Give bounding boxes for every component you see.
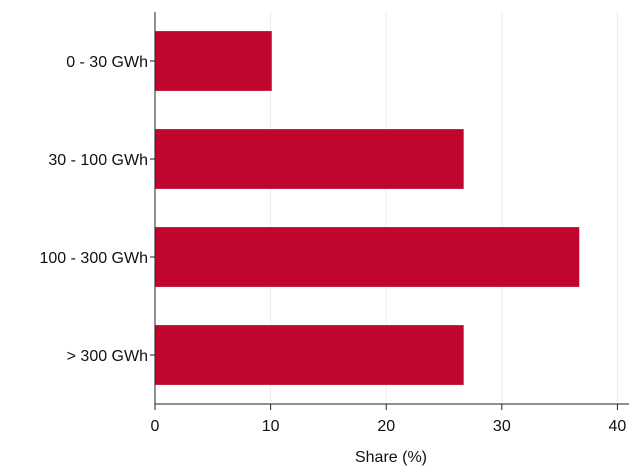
bar-1 xyxy=(155,129,464,189)
x-tick-label-10: 10 xyxy=(262,418,280,435)
category-labels: 0 - 30 GWh 30 - 100 GWh 100 - 300 GWh > 300… xyxy=(40,54,149,365)
x-tick-label-30: 30 xyxy=(493,418,511,435)
axes xyxy=(150,12,629,410)
bar-3 xyxy=(155,325,464,385)
x-tick-label-40: 40 xyxy=(609,418,627,435)
x-tick-label-0: 0 xyxy=(151,418,160,435)
bar-2 xyxy=(155,227,580,287)
category-label-1: 30 - 100 GWh xyxy=(48,152,148,169)
x-tick-labels: 0 10 20 30 40 xyxy=(151,418,627,435)
category-label-3: > 300 GWh xyxy=(67,348,148,365)
category-label-0: 0 - 30 GWh xyxy=(66,54,148,71)
category-label-2: 100 - 300 GWh xyxy=(40,250,149,267)
bar-0 xyxy=(155,31,272,91)
bars xyxy=(155,31,580,385)
x-axis-title: Share (%) xyxy=(355,449,427,466)
x-tick-label-20: 20 xyxy=(377,418,395,435)
